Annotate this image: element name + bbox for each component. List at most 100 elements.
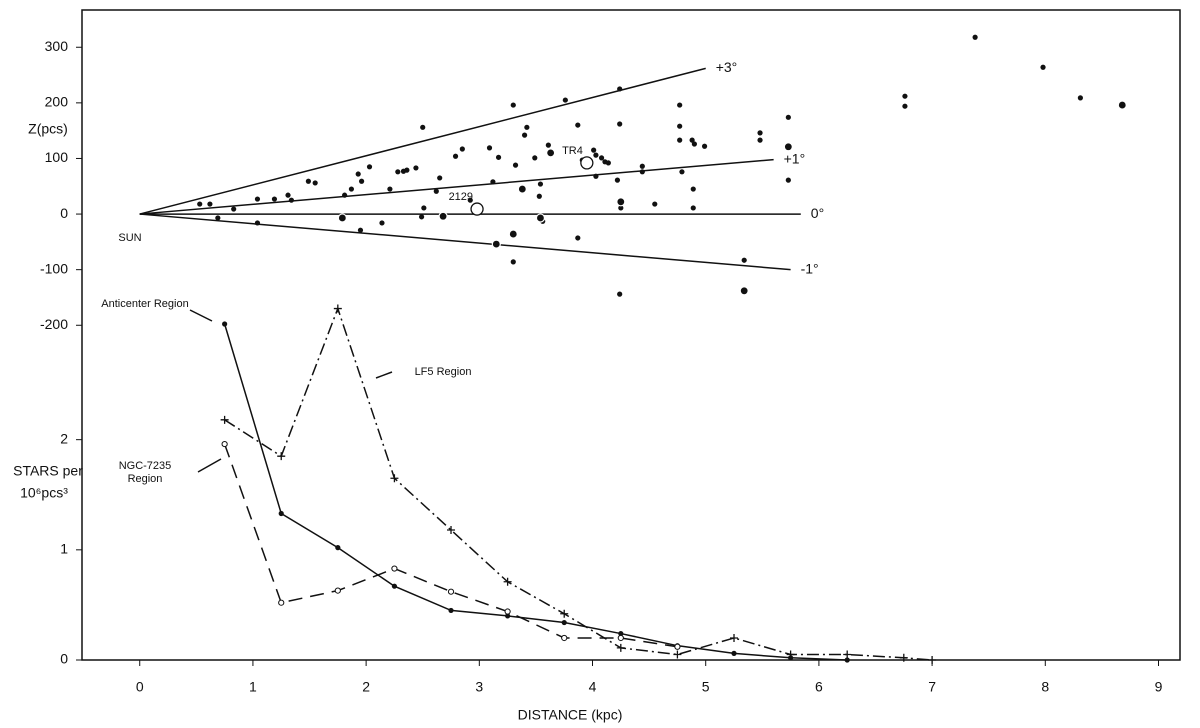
point [447, 526, 456, 534]
point [418, 214, 425, 220]
point [505, 613, 511, 619]
point [844, 657, 850, 663]
point [757, 130, 763, 136]
y-axis-label: STARS per [13, 463, 83, 479]
point [902, 93, 908, 99]
point [617, 121, 623, 127]
y-axis-label: Z(pcs) [28, 121, 68, 137]
point [679, 169, 685, 175]
ringed-point [517, 184, 527, 194]
point [355, 171, 361, 177]
point [447, 588, 455, 595]
point [366, 164, 373, 170]
point [593, 152, 599, 158]
y-tick-label: -100 [40, 260, 68, 276]
point [342, 192, 348, 198]
point [639, 169, 645, 175]
reference-label: -1° [801, 260, 819, 276]
point [532, 155, 538, 161]
point [617, 634, 624, 642]
annotation: SUN [118, 232, 141, 244]
point [512, 162, 519, 168]
point [786, 650, 795, 659]
y-axis-label: 10⁶pcs³ [20, 485, 68, 501]
point [395, 169, 401, 175]
point [379, 220, 385, 226]
point [902, 103, 908, 109]
x-tick-label: 7 [928, 679, 936, 695]
x-tick-label: 0 [136, 679, 144, 695]
point [652, 201, 658, 207]
point [278, 510, 284, 517]
point [510, 259, 516, 265]
series-line [223, 443, 678, 648]
point [305, 178, 311, 184]
point [639, 163, 645, 169]
point [254, 196, 261, 202]
point [677, 102, 683, 108]
series-line [224, 306, 933, 661]
point [335, 545, 341, 551]
point-label: TR4 [562, 145, 583, 157]
point [504, 608, 511, 615]
point [490, 179, 496, 185]
point [674, 643, 681, 650]
x-tick-label: 4 [589, 679, 597, 695]
point [677, 137, 683, 143]
point [495, 154, 502, 160]
point [521, 132, 528, 138]
point [404, 167, 410, 173]
point [271, 196, 278, 202]
point [503, 577, 512, 586]
reference-line [139, 67, 706, 215]
point [598, 155, 605, 161]
point [701, 143, 708, 149]
point [197, 201, 203, 207]
point [591, 147, 597, 153]
series-label: Anticenter Region [101, 298, 189, 310]
series-label: LF5 Region [414, 366, 472, 378]
y-tick-label: 0 [60, 651, 68, 667]
point [843, 650, 852, 659]
frame [81, 9, 1181, 661]
point [207, 201, 213, 207]
series-line [223, 323, 848, 661]
y-tick-label: 1 [60, 541, 68, 557]
point [221, 440, 228, 448]
point [618, 205, 624, 211]
point [605, 160, 611, 166]
point [390, 474, 399, 483]
x-axis-label: DISTANCE (kpc) [518, 707, 623, 723]
ringed-point [546, 148, 556, 158]
arrow [375, 371, 393, 379]
point-label: 2129 [449, 191, 473, 203]
reference-label: 0° [811, 205, 824, 221]
x-tick-label: 8 [1041, 679, 1049, 695]
point [387, 186, 393, 192]
point [334, 587, 341, 594]
reference-line [139, 158, 774, 215]
point [785, 114, 791, 120]
point [420, 124, 426, 130]
point [285, 192, 291, 198]
point [741, 257, 747, 263]
point [537, 181, 544, 187]
point [731, 650, 737, 656]
ringed-point [739, 286, 749, 296]
x-tick-label: 9 [1155, 679, 1163, 695]
point [215, 215, 221, 221]
point [222, 321, 228, 327]
point [312, 180, 318, 186]
point [677, 123, 683, 129]
point [288, 197, 295, 203]
point [467, 197, 473, 203]
y-tick-label: 200 [45, 94, 69, 110]
point [617, 86, 623, 92]
point [437, 175, 443, 181]
point [899, 653, 908, 662]
arrow [189, 309, 213, 322]
ringed-point [438, 211, 448, 221]
point [575, 235, 581, 241]
point [459, 146, 465, 152]
ringed-point [337, 213, 347, 223]
